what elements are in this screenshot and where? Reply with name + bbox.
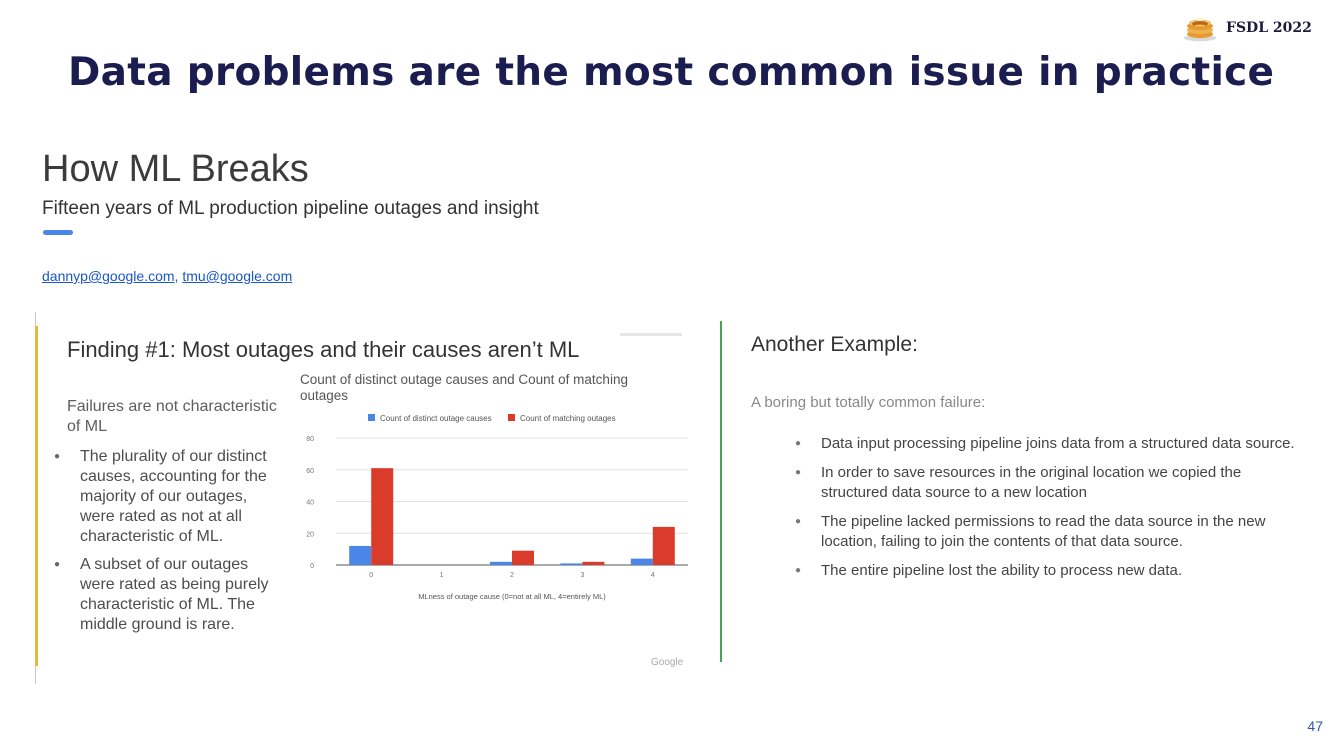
legend-label: Count of matching outages: [520, 414, 616, 423]
bar: [652, 526, 675, 565]
page-number: 47: [1307, 718, 1323, 734]
bar: [512, 550, 534, 565]
bar: [630, 558, 653, 565]
y-tick-label: 40: [306, 500, 314, 507]
grey-divider: [620, 333, 682, 336]
bar: [582, 561, 605, 565]
email-link-tmu[interactable]: tmu@google.com: [182, 268, 293, 284]
x-tick-label: 2: [510, 572, 514, 579]
accent-dash: [43, 230, 73, 235]
x-axis-label: MLness of outage cause (0=not at all ML,…: [418, 592, 606, 601]
finding-title: Finding #1: Most outages and their cause…: [67, 337, 580, 362]
pancake-stack-icon: [1184, 18, 1216, 42]
slide-title: Data problems are the most common issue …: [68, 50, 1275, 95]
y-tick-label: 60: [306, 468, 314, 475]
example-bullet: The pipeline lacked permissions to read …: [793, 512, 1303, 552]
bar: [371, 468, 394, 565]
finding-text: Failures are not characteristic of ML Th…: [52, 397, 284, 643]
y-tick-label: 0: [310, 563, 314, 570]
x-tick-label: 1: [440, 572, 444, 579]
x-tick-label: 3: [580, 572, 584, 579]
legend-label: Count of distinct outage causes: [380, 414, 492, 423]
finding-bullet: The plurality of our distinct causes, ac…: [52, 447, 284, 547]
bar-chart: Count of distinct outage causes Count of …: [306, 414, 688, 601]
x-tick-label: 4: [651, 572, 655, 579]
chart-title: Count of distinct outage causes and Coun…: [300, 372, 628, 403]
bar: [349, 545, 372, 565]
finding-bullet: A subset of our outages were rated as be…: [52, 555, 284, 635]
legend-swatch: [368, 414, 375, 421]
example-bullet: The entire pipeline lost the ability to …: [793, 561, 1303, 581]
x-tick-label: 0: [369, 572, 373, 579]
example-title: Another Example:: [751, 333, 918, 356]
paper-title: How ML Breaks: [42, 148, 309, 190]
email-separator: ,: [174, 268, 179, 284]
email-link-dannyp[interactable]: dannyp@google.com: [42, 268, 175, 284]
y-tick-label: 80: [306, 436, 314, 443]
finding-intro: Failures are not characteristic of ML: [67, 398, 277, 435]
finding-bullets: The plurality of our distinct causes, ac…: [52, 447, 284, 635]
y-tick-label: 20: [306, 531, 314, 538]
google-watermark: Google: [651, 657, 684, 668]
example-bullets: Data input processing pipeline joins dat…: [793, 434, 1303, 590]
logo-text: FSDL 2022: [1226, 20, 1312, 36]
example-bullet: In order to save resources in the origin…: [793, 463, 1303, 503]
author-emails: dannyp@google.com, tmu@google.com: [42, 268, 292, 284]
left-accent-bar: [35, 326, 38, 666]
logo: FSDL 2022: [1182, 14, 1312, 42]
bar: [490, 561, 512, 565]
paper-subtitle: Fifteen years of ML production pipeline …: [42, 198, 539, 219]
bar: [560, 563, 583, 565]
example-bullet: Data input processing pipeline joins dat…: [793, 434, 1303, 454]
example-intro: A boring but totally common failure:: [751, 394, 986, 411]
legend-swatch: [508, 414, 515, 421]
right-divider: [720, 321, 722, 662]
